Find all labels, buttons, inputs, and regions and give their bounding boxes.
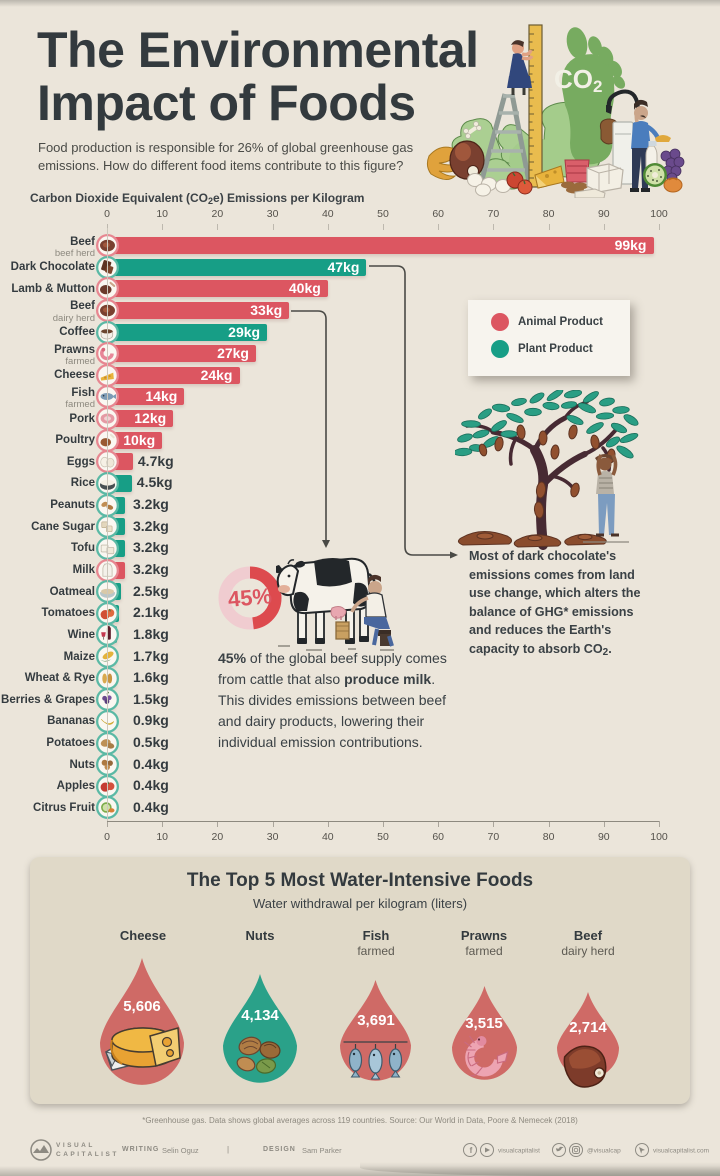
svg-text:visualcapitalist.com: visualcapitalist.com xyxy=(653,1148,709,1155)
svg-text:@visualcap: @visualcap xyxy=(587,1148,621,1155)
svg-text:visualcapitalist: visualcapitalist xyxy=(498,1148,540,1155)
svg-text:f: f xyxy=(470,1146,473,1155)
